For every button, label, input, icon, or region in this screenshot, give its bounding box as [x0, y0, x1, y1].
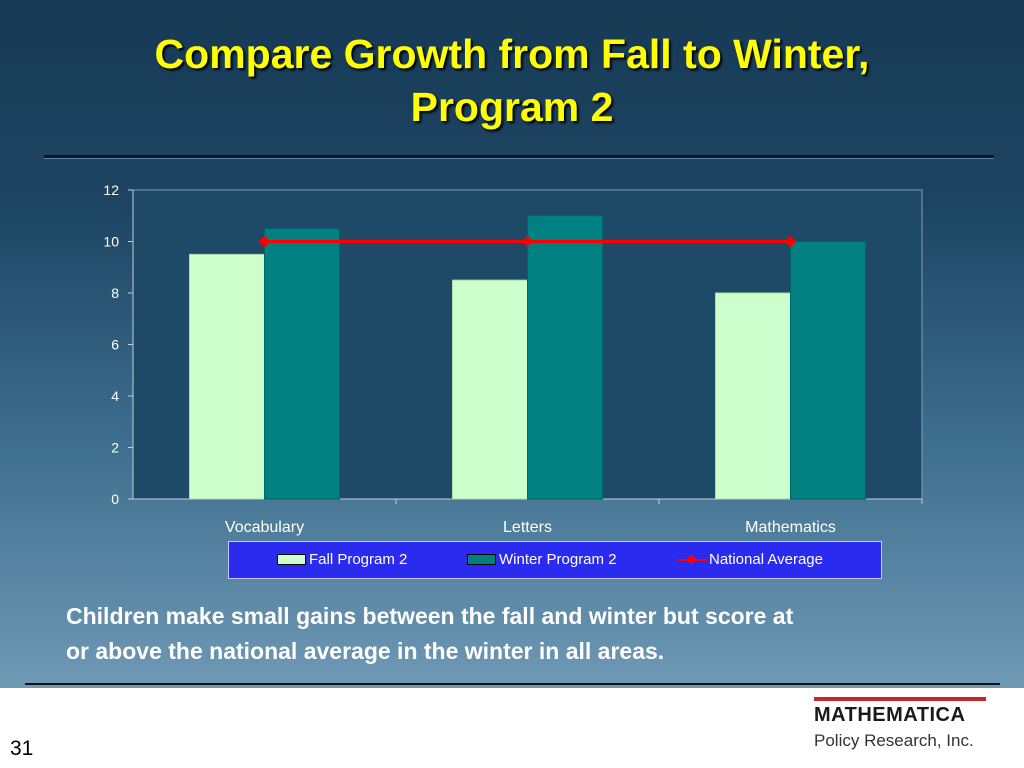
- y-tick-label: 8: [111, 285, 119, 301]
- legend-item-winter: Winter Program 2: [467, 551, 617, 568]
- logo-accent-bar: [814, 697, 986, 701]
- bar-chart: 0 2 4 6 8 10 12 Vocabulary Letters Mathematics: [103, 182, 923, 536]
- legend-swatch-winter: [467, 554, 496, 565]
- y-tick-label: 0: [111, 491, 119, 507]
- x-tick-label: Letters: [503, 519, 552, 536]
- slide-caption: Children make small gains between the fa…: [66, 599, 986, 669]
- legend-item-national: National Average: [677, 551, 823, 568]
- bar-winter-letters: [527, 215, 603, 500]
- caption-line-2: or above the national average in the win…: [66, 638, 665, 664]
- y-tick-label: 12: [103, 182, 119, 198]
- legend-item-fall: Fall Program 2: [277, 551, 407, 568]
- bar-fall-letters: [452, 279, 528, 500]
- legend-label-fall: Fall Program 2: [309, 551, 408, 568]
- bar-winter-vocabulary: [264, 228, 340, 500]
- chart-legend: Fall Program 2 Winter Program 2 National…: [228, 541, 882, 579]
- legend-label-winter: Winter Program 2: [499, 551, 617, 568]
- title-line-2: Program 2: [410, 84, 614, 130]
- y-tick-label: 6: [111, 337, 119, 353]
- bar-winter-mathematics: [790, 241, 866, 500]
- bar-fall-vocabulary: [189, 253, 265, 500]
- title-line-1: Compare Growth from Fall to Winter,: [154, 31, 870, 77]
- national-average-marker: [521, 235, 534, 248]
- y-tick-label: 4: [111, 388, 119, 404]
- footer-divider: [25, 683, 1000, 685]
- legend-label-national: National Average: [709, 551, 823, 568]
- national-average-marker: [784, 235, 797, 248]
- logo-tagline: Policy Research, Inc.: [814, 731, 974, 750]
- x-tick-label: Vocabulary: [225, 519, 304, 536]
- legend-line-national: [677, 554, 707, 566]
- y-tick-label: 10: [103, 234, 119, 250]
- national-average-marker: [258, 235, 271, 248]
- y-tick-label: 2: [111, 440, 119, 456]
- bar-fall-mathematics: [715, 292, 791, 500]
- slide-title: Compare Growth from Fall to Winter, Prog…: [20, 28, 1004, 134]
- page-number: 31: [10, 737, 34, 760]
- logo-wordmark: MATHEMATICA: [814, 704, 966, 726]
- title-divider: [44, 155, 994, 159]
- caption-line-1: Children make small gains between the fa…: [66, 603, 794, 629]
- legend-swatch-fall: [277, 554, 306, 565]
- x-tick-label: Mathematics: [745, 519, 836, 536]
